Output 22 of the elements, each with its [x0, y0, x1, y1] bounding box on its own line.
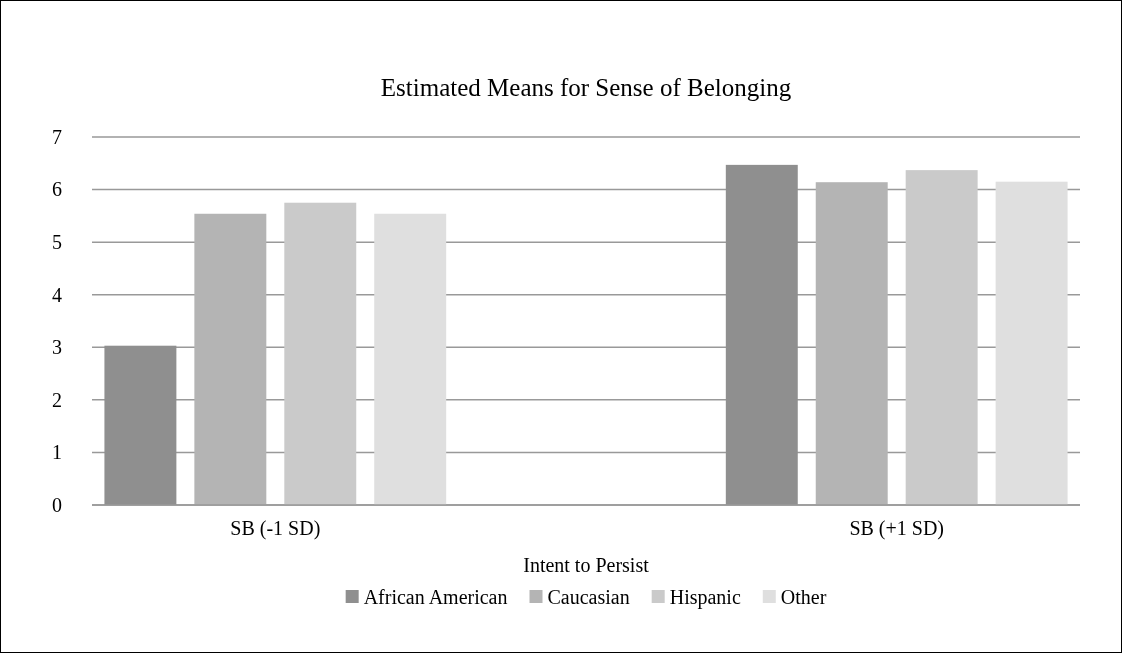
x-tick-label: SB (-1 SD)	[230, 517, 321, 541]
y-tick-label: 0	[52, 493, 62, 516]
x-axis-title: Intent to Persist	[523, 554, 650, 576]
bar	[905, 170, 978, 505]
y-tick-label: 7	[52, 125, 62, 148]
y-tick-label: 1	[52, 441, 62, 464]
y-tick-label: 2	[52, 388, 62, 411]
y-tick-label: 5	[52, 231, 62, 254]
x-tick-label: SB (+1 SD)	[849, 517, 945, 541]
bar	[194, 213, 267, 505]
bar	[815, 182, 888, 505]
chart-title: Estimated Means for Sense of Belonging	[380, 74, 792, 101]
legend-label: Caucasian	[547, 586, 630, 608]
y-tick-label: 3	[52, 336, 62, 359]
legend-label: Other	[780, 586, 827, 608]
y-tick-label: 4	[52, 283, 62, 306]
bar	[374, 213, 447, 505]
legend-label: Hispanic	[669, 586, 741, 609]
y-tick-label: 6	[52, 178, 62, 201]
bar	[284, 202, 357, 505]
legend-label: African American	[363, 586, 508, 608]
bar	[995, 181, 1068, 505]
